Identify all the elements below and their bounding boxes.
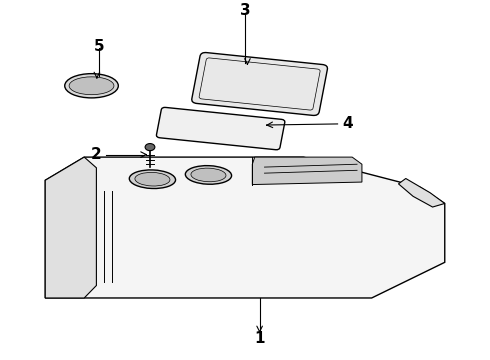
Text: 1: 1 [254,332,265,346]
Ellipse shape [191,168,226,182]
Ellipse shape [65,74,118,98]
Polygon shape [45,157,97,298]
Text: 4: 4 [342,116,353,131]
Ellipse shape [69,77,114,95]
FancyBboxPatch shape [192,53,327,116]
Ellipse shape [185,166,232,184]
Polygon shape [398,179,445,207]
Text: 3: 3 [240,3,250,18]
Text: 5: 5 [94,39,104,54]
Text: 2: 2 [91,147,102,162]
Polygon shape [45,157,445,298]
FancyBboxPatch shape [156,107,285,150]
Ellipse shape [145,144,155,151]
Ellipse shape [129,170,175,189]
Ellipse shape [135,172,170,186]
Polygon shape [252,157,362,185]
